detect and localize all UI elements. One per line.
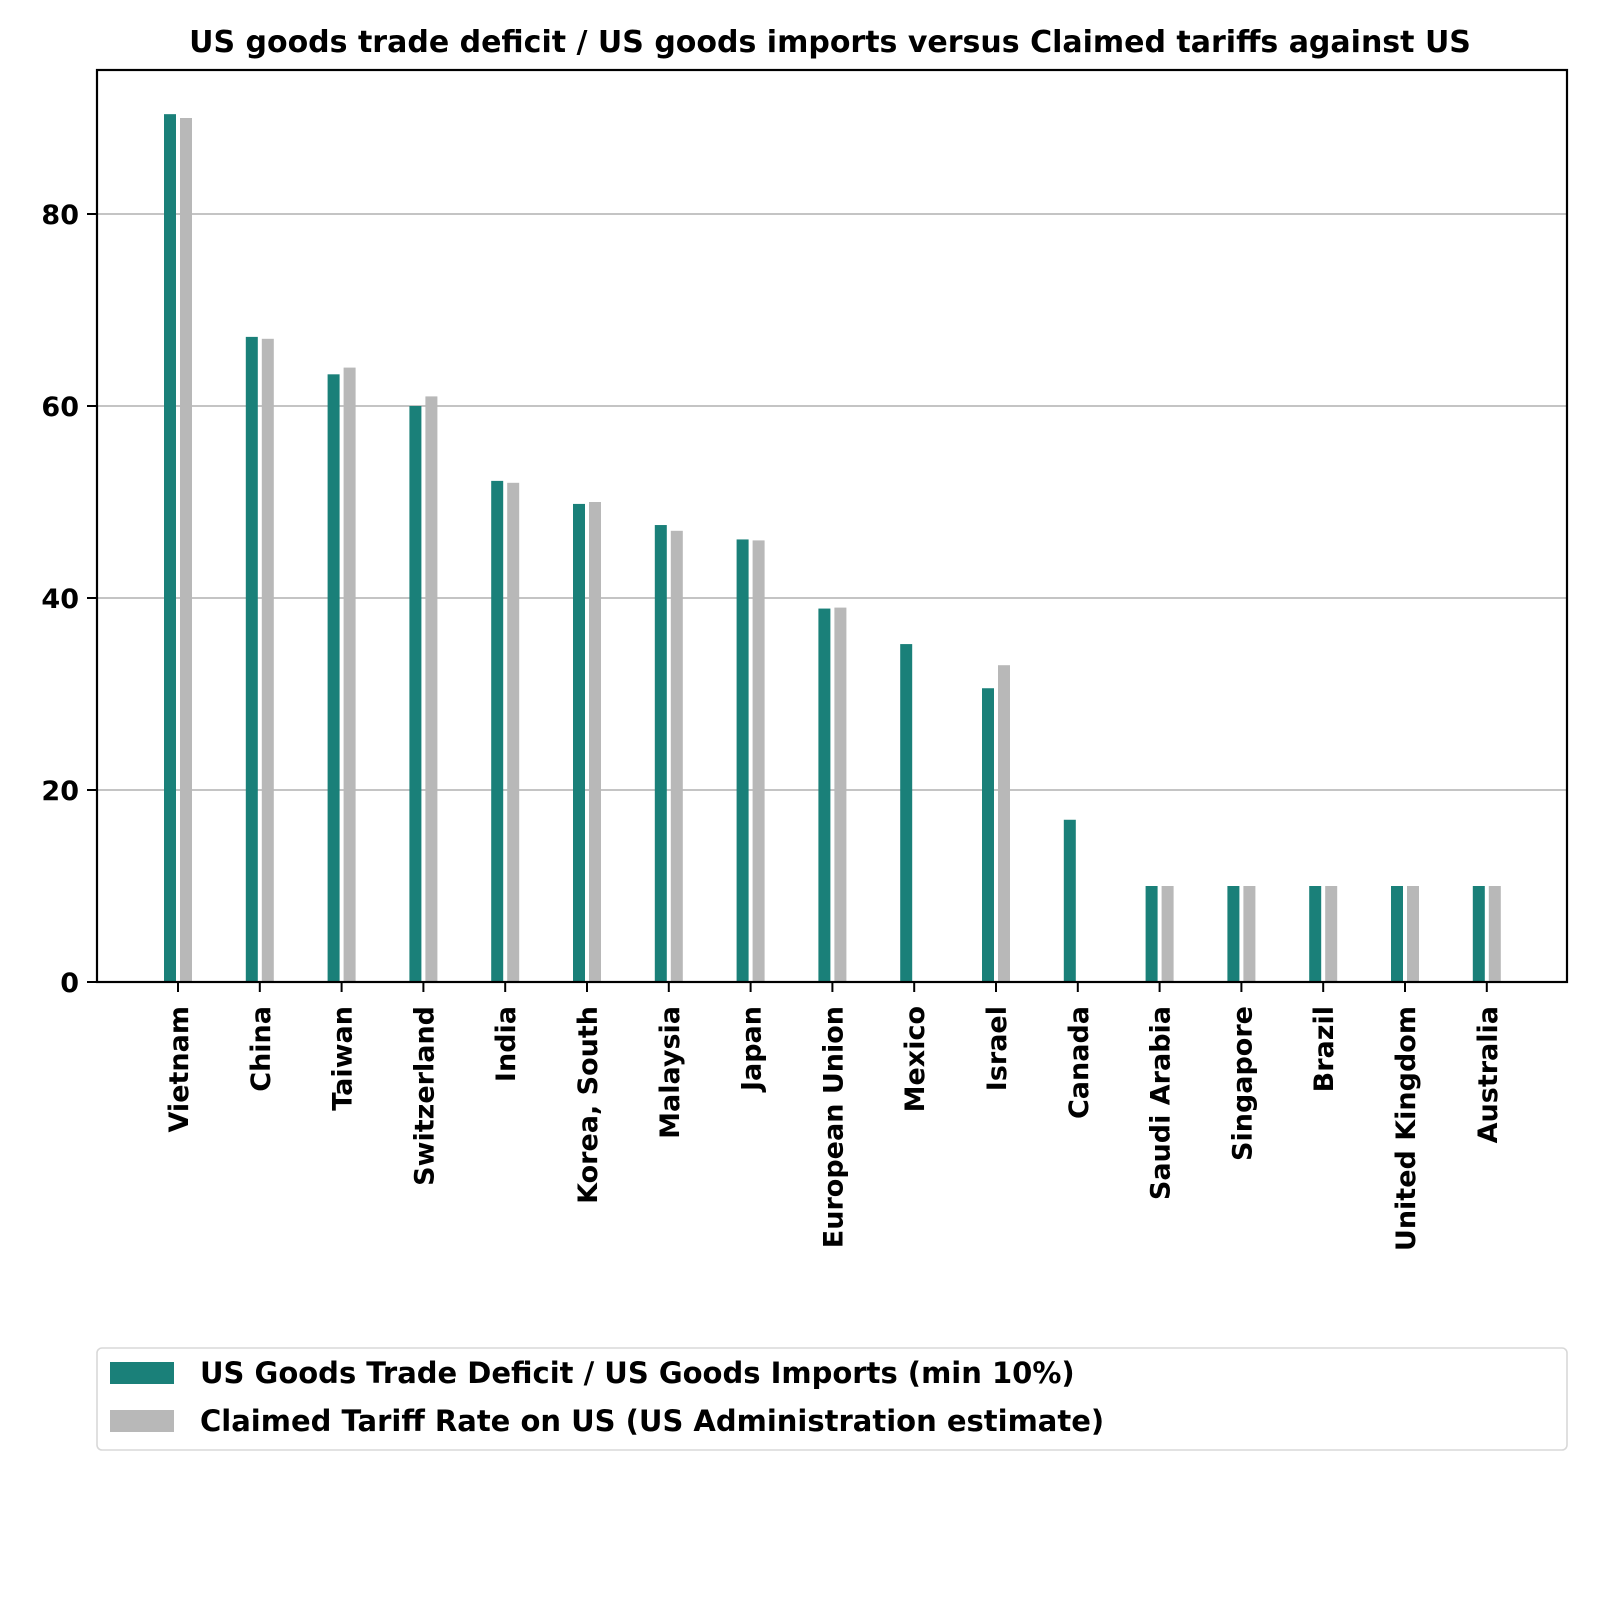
x-tick-label: Singapore xyxy=(1227,1006,1258,1161)
x-tick-label: Taiwan xyxy=(328,1006,359,1111)
bar-tariff xyxy=(1407,886,1419,982)
x-tick-label: United Kingdom xyxy=(1391,1006,1422,1251)
bar-tariff xyxy=(261,338,274,982)
bar-tariff xyxy=(1243,886,1256,982)
x-tick-label: Korea, South xyxy=(573,1006,604,1204)
y-tick-label: 60 xyxy=(41,392,79,423)
gridlines xyxy=(97,213,1567,791)
bar-tariff xyxy=(180,118,192,982)
x-tick-label: India xyxy=(491,1006,522,1082)
bar-tariff xyxy=(752,540,765,982)
x-tick-label: European Union xyxy=(818,1006,849,1248)
bar-deficit xyxy=(245,336,258,982)
legend-swatch-tariff xyxy=(110,1410,174,1432)
x-tick-label: Malaysia xyxy=(655,1006,686,1139)
chart-title: US goods trade deficit / US goods import… xyxy=(189,25,1471,60)
x-tick-label: Israel xyxy=(982,1006,1013,1091)
bar-deficit xyxy=(654,525,667,982)
bar-deficit xyxy=(736,539,749,982)
bar-tariff xyxy=(670,530,683,982)
bar-deficit xyxy=(327,374,340,982)
legend-swatch-deficit xyxy=(110,1362,174,1384)
bar-deficit xyxy=(1227,886,1240,982)
bar-tariff xyxy=(834,607,847,982)
bar-deficit xyxy=(982,688,994,982)
plot-frame xyxy=(95,68,1569,984)
x-tick-label: Saudi Arabia xyxy=(1146,1006,1177,1200)
bar-tariff xyxy=(1325,886,1338,982)
bar-deficit xyxy=(1309,886,1322,982)
x-tick-label: Switzerland xyxy=(409,1006,440,1186)
bar-deficit xyxy=(409,406,422,982)
bar-deficit xyxy=(900,644,913,982)
y-tick-label: 80 xyxy=(41,200,79,231)
bar-deficit xyxy=(1063,819,1076,982)
legend-label-deficit: US Goods Trade Deficit / US Goods Import… xyxy=(200,1356,1075,1390)
bar-tariff xyxy=(998,665,1010,982)
y-tick-label: 20 xyxy=(41,776,79,807)
bar-deficit xyxy=(164,114,176,982)
x-tick-label: Japan xyxy=(737,1006,768,1093)
bar-tariff xyxy=(1488,886,1501,982)
bar-deficit xyxy=(491,480,504,982)
bar-deficit xyxy=(1472,886,1485,982)
bar-deficit xyxy=(1391,886,1403,982)
x-tick-label: Vietnam xyxy=(164,1006,195,1132)
legend-label-tariff: Claimed Tariff Rate on US (US Administra… xyxy=(200,1404,1104,1438)
x-tick-label: Mexico xyxy=(900,1006,931,1112)
y-axis: 0 20 40 60 80 xyxy=(41,200,97,999)
bars xyxy=(164,114,1501,983)
x-tick-label: Brazil xyxy=(1309,1006,1340,1092)
bar-deficit xyxy=(818,608,831,982)
bar-deficit xyxy=(1145,886,1158,982)
x-axis: Vietnam China Taiwan Switzerland India Korea,… xyxy=(164,982,1504,1251)
x-tick-label: Canada xyxy=(1064,1006,1095,1119)
x-tick-label: Australia xyxy=(1473,1006,1504,1143)
bar-deficit xyxy=(573,503,585,982)
y-tick-label: 40 xyxy=(41,584,79,615)
bar-tariff xyxy=(507,482,520,982)
legend: US Goods Trade Deficit / US Goods Import… xyxy=(96,1347,1568,1451)
bar-tariff xyxy=(343,367,356,983)
x-tick-label: China xyxy=(246,1006,277,1092)
y-tick-label: 0 xyxy=(60,968,79,999)
bar-tariff xyxy=(1161,886,1174,982)
legend-frame xyxy=(96,1347,1568,1451)
bar-tariff xyxy=(589,502,601,982)
bar-tariff xyxy=(425,396,438,982)
